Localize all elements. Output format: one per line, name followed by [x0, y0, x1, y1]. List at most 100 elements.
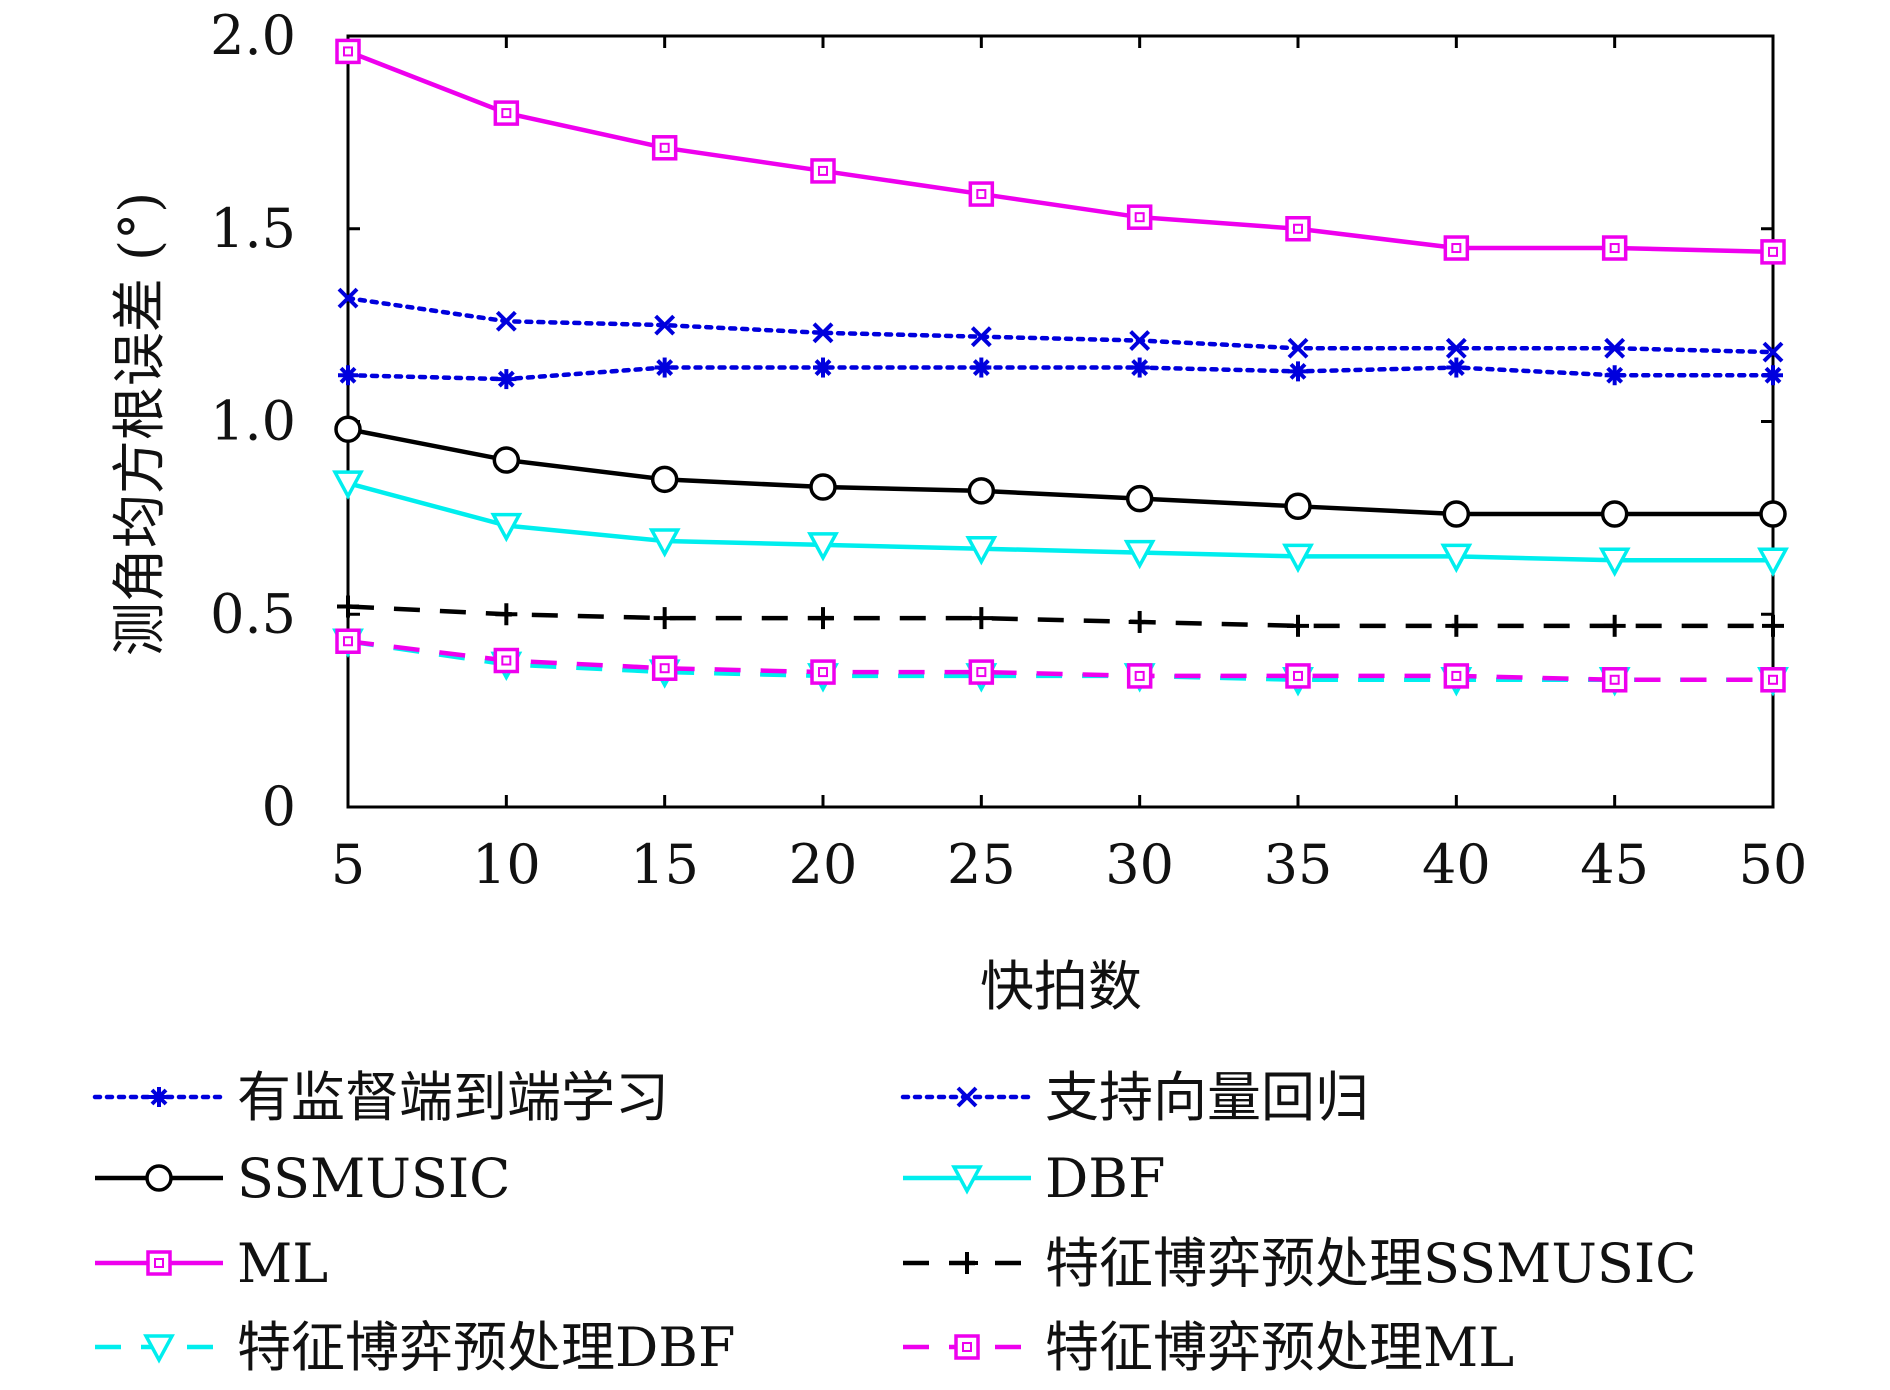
- legend-swatch-marker: [956, 1086, 978, 1108]
- data-point: [1601, 235, 1628, 261]
- data-point: [1759, 500, 1787, 528]
- data-point: [1762, 614, 1784, 637]
- series-5: [335, 38, 1786, 265]
- data-point: [1129, 330, 1151, 351]
- data-point: [495, 603, 518, 626]
- x-tick-label: 45: [1580, 833, 1649, 896]
- legend-swatch-marker: [149, 1087, 169, 1107]
- legend-item: SSMUSIC: [95, 1147, 510, 1210]
- data-point: [334, 415, 362, 443]
- data-point: [1598, 547, 1631, 577]
- data-point: [968, 181, 995, 207]
- data-point: [965, 535, 998, 566]
- data-point: [1601, 667, 1628, 693]
- y-tick-label: 0: [262, 775, 296, 838]
- legend-label: SSMUSIC: [237, 1147, 510, 1210]
- data-point: [1284, 492, 1312, 521]
- data-point: [1125, 484, 1154, 513]
- data-point: [654, 357, 675, 378]
- data-point: [1126, 663, 1153, 689]
- data-point: [653, 607, 676, 630]
- series-line: [347, 427, 1773, 517]
- data-point: [337, 595, 359, 618]
- series-layer: [332, 38, 1789, 697]
- data-point: [1126, 204, 1153, 230]
- x-tick-label: 5: [331, 833, 365, 896]
- data-point: [1603, 614, 1626, 637]
- data-point: [1604, 365, 1625, 386]
- data-point: [812, 322, 834, 344]
- data-point: [493, 647, 520, 674]
- data-point: [650, 465, 679, 494]
- series-line: [347, 639, 1773, 683]
- x-axis-label: 快拍数: [980, 955, 1142, 1018]
- legend-item: 支持向量回归: [900, 1066, 1369, 1129]
- legend-label: 有监督端到端学习: [237, 1066, 669, 1129]
- legend-item: DBF: [903, 1147, 1165, 1210]
- data-point: [332, 470, 364, 500]
- legend-label: ML: [237, 1232, 328, 1295]
- data-point: [1129, 357, 1150, 378]
- data-point: [970, 326, 992, 348]
- data-point: [1762, 341, 1784, 363]
- data-point: [492, 446, 521, 474]
- data-point: [1443, 663, 1470, 689]
- data-point: [813, 357, 833, 378]
- legend-item: 特征博弈预处理DBF: [95, 1316, 735, 1379]
- data-point: [971, 357, 992, 378]
- data-point: [970, 607, 993, 630]
- data-point: [495, 310, 517, 332]
- x-tick-label: 40: [1422, 833, 1491, 896]
- data-point: [1287, 614, 1309, 637]
- data-point: [1285, 216, 1311, 242]
- data-point: [1285, 663, 1311, 689]
- series-line: [345, 295, 1776, 355]
- data-point: [810, 158, 836, 184]
- legend-swatch-marker: [145, 1164, 173, 1192]
- plot-border: [346, 34, 1775, 809]
- legend-label: 特征博弈预处理DBF: [237, 1316, 735, 1379]
- data-point: [1123, 539, 1156, 570]
- legend-swatch-marker: [954, 1334, 980, 1360]
- data-point: [1760, 239, 1786, 265]
- legend-item: 有监督端到端学习: [92, 1066, 669, 1129]
- plot-frame: [346, 34, 1775, 809]
- legend-swatch-marker: [146, 1250, 172, 1276]
- series-8: [335, 628, 1786, 693]
- legend-label: 特征博弈预处理SSMUSIC: [1045, 1232, 1696, 1295]
- y-tick-label: 2.0: [210, 4, 296, 67]
- data-point: [967, 477, 996, 505]
- legend: 有监督端到端学习 支持向量回归 SSMUSIC DBF ML 特征博弈预处理SSMUSIC…: [92, 1066, 1696, 1379]
- data-point: [1604, 337, 1626, 359]
- legend-label: DBF: [1045, 1147, 1165, 1210]
- data-point: [337, 287, 359, 309]
- series-2: [337, 287, 1784, 363]
- data-point: [810, 659, 836, 685]
- data-point: [335, 38, 361, 65]
- legend-swatch-marker: [951, 1165, 983, 1195]
- series-line: [347, 481, 1773, 563]
- x-tick-label: 30: [1105, 833, 1174, 896]
- data-point: [648, 528, 681, 558]
- y-axis-label: 测角均方根误差 (°): [108, 192, 171, 656]
- data-point: [1760, 667, 1786, 693]
- data-point: [651, 655, 678, 681]
- data-point: [807, 532, 839, 562]
- legend-item: ML: [95, 1232, 328, 1295]
- legend-swatch-marker: [956, 1252, 978, 1274]
- data-point: [968, 659, 995, 685]
- data-point: [812, 607, 834, 630]
- data-point: [493, 100, 520, 126]
- legend-item: 特征博弈预处理ML: [903, 1316, 1514, 1379]
- x-tick-label: 20: [789, 833, 858, 896]
- series-6: [337, 595, 1784, 637]
- series-4: [332, 470, 1789, 577]
- y-tick-label: 0.5: [210, 582, 296, 645]
- data-point: [1128, 610, 1151, 633]
- series-3: [334, 415, 1787, 528]
- series-1: [338, 357, 1783, 390]
- data-point: [809, 473, 837, 501]
- data-point: [1443, 235, 1470, 261]
- data-point: [1288, 361, 1308, 382]
